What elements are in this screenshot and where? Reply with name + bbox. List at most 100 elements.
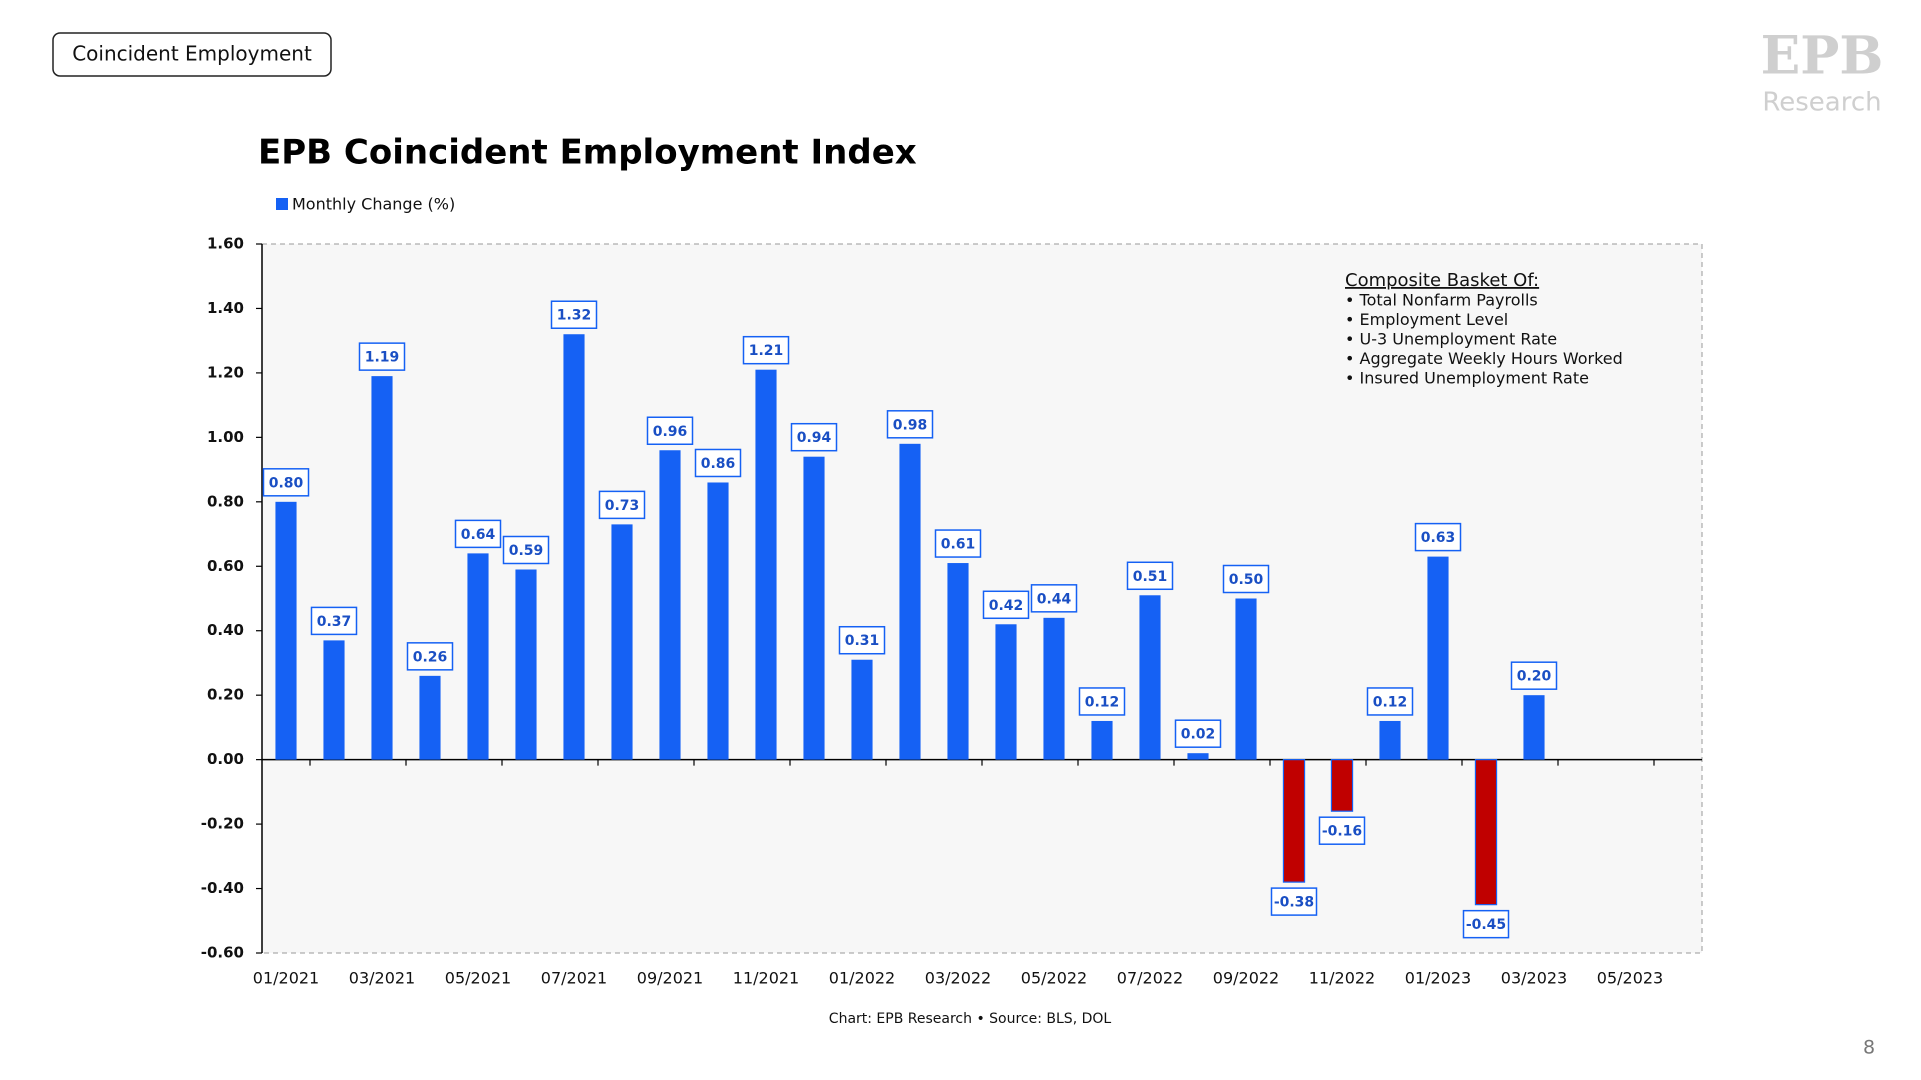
annotation-item: • Aggregate Weekly Hours Worked <box>1345 349 1623 368</box>
value-label-box <box>550 300 598 329</box>
annotation-item: • Insured Unemployment Rate <box>1345 369 1589 388</box>
value-label-box <box>934 529 982 558</box>
y-tick-label: 0.60 <box>207 557 244 575</box>
value-label-box <box>886 410 934 439</box>
value-label: 0.51 <box>1133 569 1168 585</box>
value-label: 0.02 <box>1181 727 1216 743</box>
value-label: 1.19 <box>365 350 400 366</box>
value-label: 0.26 <box>413 649 448 665</box>
bar <box>1091 720 1113 760</box>
bar <box>707 482 729 760</box>
value-label: 0.37 <box>317 614 352 630</box>
value-label-box <box>1366 687 1414 716</box>
value-label: 0.86 <box>701 456 736 472</box>
bar <box>323 640 345 760</box>
bar <box>515 569 537 760</box>
bar <box>1474 759 1498 906</box>
y-tick-label: -0.40 <box>201 879 244 897</box>
value-label: 0.20 <box>1517 669 1552 685</box>
value-label: 0.63 <box>1421 530 1456 546</box>
annotation-item: • Total Nonfarm Payrolls <box>1345 291 1538 310</box>
value-label: 0.73 <box>605 498 640 514</box>
legend-label: Monthly Change (%) <box>292 195 455 214</box>
value-label: -0.45 <box>1466 917 1506 933</box>
x-tick-label: 05/2023 <box>1597 969 1663 988</box>
x-tick-label: 11/2021 <box>733 969 799 988</box>
header-box <box>52 32 332 77</box>
y-tick-label: 1.40 <box>207 299 244 317</box>
x-tick-label: 07/2021 <box>541 969 607 988</box>
value-label: 0.44 <box>1037 591 1072 607</box>
bar <box>1235 598 1257 760</box>
x-tick-label: 03/2021 <box>349 969 415 988</box>
bar <box>851 659 873 760</box>
value-label-box <box>694 448 742 478</box>
value-label: 0.12 <box>1373 694 1408 710</box>
value-label: 0.50 <box>1229 572 1264 588</box>
bar <box>419 675 441 760</box>
value-label: 0.98 <box>893 417 928 433</box>
x-tick-label: 01/2021 <box>253 969 319 988</box>
bar <box>275 501 297 760</box>
value-label: 1.32 <box>557 308 592 324</box>
y-tick-label: -0.20 <box>201 815 244 833</box>
header-label: Coincident Employment <box>72 42 312 66</box>
bar <box>1427 556 1449 760</box>
bar <box>1139 595 1161 760</box>
bar <box>371 376 393 760</box>
value-label-box <box>838 625 886 655</box>
value-label: 0.59 <box>509 543 544 559</box>
value-label-box <box>1270 887 1318 916</box>
value-label: 0.94 <box>797 430 832 446</box>
value-label-box <box>982 590 1030 620</box>
logo-name: Research <box>1762 88 1881 118</box>
x-tick-label: 09/2022 <box>1213 969 1279 988</box>
bar <box>1282 759 1306 883</box>
x-tick-label: 01/2023 <box>1405 969 1471 988</box>
value-label-box <box>1462 909 1510 939</box>
legend-swatch <box>276 198 288 210</box>
value-label-box <box>1510 661 1558 690</box>
x-tick-label: 05/2021 <box>445 969 511 988</box>
value-label-box <box>406 642 454 671</box>
x-tick-label: 09/2021 <box>637 969 703 988</box>
value-label: 0.80 <box>269 475 304 491</box>
bar <box>755 369 777 760</box>
bar <box>467 553 489 760</box>
value-label-box <box>310 606 358 636</box>
value-label-box <box>1174 719 1222 748</box>
value-label: 0.64 <box>461 527 496 543</box>
value-label-box <box>646 416 694 446</box>
logo-mark: EPB <box>1761 26 1884 87</box>
value-label-box <box>454 519 502 549</box>
bar <box>1330 759 1354 812</box>
bar <box>995 624 1017 760</box>
bar <box>611 524 633 760</box>
bar <box>899 443 921 760</box>
value-label-box <box>1222 564 1270 594</box>
value-label: -0.38 <box>1274 895 1314 911</box>
annotation-item: • Employment Level <box>1345 310 1508 329</box>
value-label-box <box>1030 584 1078 613</box>
annotation-item: • U-3 Unemployment Rate <box>1345 330 1557 349</box>
y-tick-label: 1.20 <box>207 363 244 381</box>
bar <box>1187 753 1209 760</box>
value-label: 0.96 <box>653 424 688 440</box>
value-label-box <box>1414 522 1462 552</box>
y-tick-label: 0.80 <box>207 492 244 510</box>
x-tick-label: 05/2022 <box>1021 969 1087 988</box>
value-label: 1.21 <box>749 343 784 359</box>
y-tick-label: 0.00 <box>207 750 244 768</box>
x-tick-label: 03/2022 <box>925 969 991 988</box>
value-label-box <box>262 468 310 497</box>
value-label-box <box>742 335 790 365</box>
x-tick-label: 01/2022 <box>829 969 895 988</box>
plot-background <box>261 243 1703 954</box>
annotation-title: Composite Basket Of: <box>1345 270 1539 291</box>
bar <box>803 456 825 760</box>
value-label: 0.31 <box>845 633 880 649</box>
x-tick-label: 07/2022 <box>1117 969 1183 988</box>
y-tick-label: 0.40 <box>207 621 244 639</box>
y-tick-label: -0.60 <box>201 944 244 962</box>
